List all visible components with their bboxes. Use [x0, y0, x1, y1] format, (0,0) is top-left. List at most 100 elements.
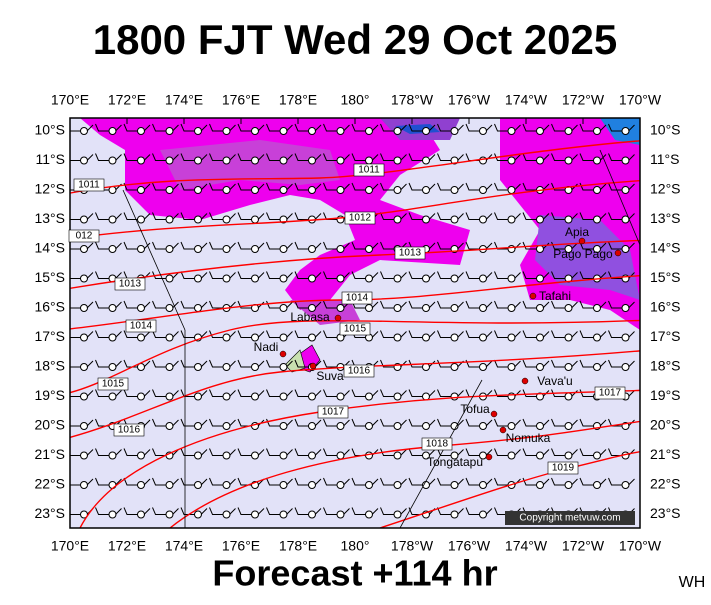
wind-barb: [237, 182, 265, 191]
wind-station: [165, 363, 174, 371]
wind-barb: [408, 153, 436, 161]
isobar-label: 1013: [399, 248, 422, 259]
wind-barb: [95, 507, 122, 515]
longitude-label: 174°E: [165, 92, 203, 108]
place-dot: [309, 362, 317, 370]
wind-barb: [608, 477, 635, 486]
isobar-label-box: [73, 178, 105, 192]
latitude-label: 20°S: [34, 417, 65, 433]
corner-tag: WH: [679, 574, 706, 591]
wind-barb: [522, 182, 550, 191]
wind-barb: [209, 212, 236, 220]
wind-station: [450, 186, 459, 194]
wind-station: [222, 245, 231, 253]
wind-station: [108, 363, 117, 371]
wind-barb: [209, 123, 236, 132]
latitude-label: 18°S: [34, 358, 65, 374]
wind-barb: [323, 271, 350, 279]
wind-barb: [152, 507, 179, 515]
wind-station: [479, 215, 487, 224]
wind-barb: [437, 182, 464, 191]
wind-barb: [522, 300, 550, 309]
isobar-label: 1017: [322, 407, 345, 418]
wind-station: [621, 127, 630, 135]
wind-barb: [551, 359, 578, 368]
wind-barb: [237, 389, 265, 397]
wind-barb: [70, 301, 94, 309]
wind-station: [222, 215, 231, 224]
wind-station: [308, 392, 316, 401]
longitude-label: 174°W: [505, 538, 548, 554]
wind-barb: [209, 330, 236, 338]
longitude-label: 176°E: [222, 538, 260, 554]
wind-barb: [579, 330, 607, 338]
wind-barb: [494, 153, 521, 161]
wind-station: [336, 156, 345, 165]
wind-barb: [180, 212, 208, 220]
longitude-label: 170°W: [619, 92, 662, 108]
wind-station: [365, 422, 373, 430]
isobar-label-box: [547, 461, 579, 475]
wind-barb: [522, 241, 550, 250]
wind-station: [393, 304, 402, 312]
wind-station: [422, 127, 430, 135]
map: [70, 118, 640, 528]
wind-barb: [180, 507, 208, 515]
wind-station: [251, 156, 259, 165]
latitude-label: 10°S: [650, 122, 681, 138]
wind-barb: [294, 153, 322, 161]
wind-barb: [351, 477, 379, 486]
wind-station: [365, 156, 373, 165]
place-dot: [614, 249, 622, 257]
wind-station: [251, 274, 259, 283]
wind-station: [137, 215, 145, 224]
wind-station: [450, 333, 459, 342]
wind-station: [222, 186, 231, 194]
wind-barb: [408, 300, 436, 309]
wind-barb: [123, 123, 151, 132]
wind-barb: [608, 241, 635, 250]
wind-station: [137, 451, 145, 460]
wind-station: [536, 333, 544, 342]
wind-barb: [437, 212, 464, 220]
isobars: [70, 140, 640, 528]
wind-station: [621, 304, 630, 312]
wind-station: [365, 510, 373, 519]
wind-barb: [465, 123, 493, 132]
longitude-label: 172°E: [108, 538, 146, 554]
isobar-label-box: [339, 322, 371, 336]
wind-station: [194, 215, 202, 224]
wind-station: [108, 245, 117, 253]
longitude-label: 170°E: [51, 92, 89, 108]
wind-station: [108, 186, 117, 194]
wind-barb: [380, 300, 407, 309]
wind-barb: [437, 389, 464, 397]
wind-barb: [180, 241, 208, 250]
wind-barb: [237, 153, 265, 161]
latitude-label: 12°S: [34, 181, 65, 197]
place-name: Labasa: [290, 310, 330, 324]
wind-station: [564, 481, 573, 489]
wind-barb: [323, 418, 350, 427]
wind-station: [222, 127, 231, 135]
wind-station: [336, 392, 345, 401]
wind-barb: [70, 360, 94, 368]
wind-barb: [608, 182, 635, 191]
wind-station: [194, 186, 202, 194]
wind-station: [450, 392, 459, 401]
wind-barb: [237, 241, 265, 250]
wind-station: [137, 333, 145, 342]
place-dot: [334, 314, 342, 322]
wind-barb: [237, 330, 265, 338]
wind-station: [336, 304, 345, 312]
wind-station: [536, 127, 544, 135]
place-dot: [521, 377, 529, 385]
wind-station: [308, 451, 316, 460]
wind-barb: [209, 418, 236, 427]
isobar-label: 1011: [78, 180, 100, 191]
wind-barb: [351, 153, 379, 161]
wind-barb: [351, 271, 379, 279]
wind-station: [479, 481, 487, 489]
wind-station: [194, 510, 202, 519]
wind-station: [536, 274, 544, 283]
